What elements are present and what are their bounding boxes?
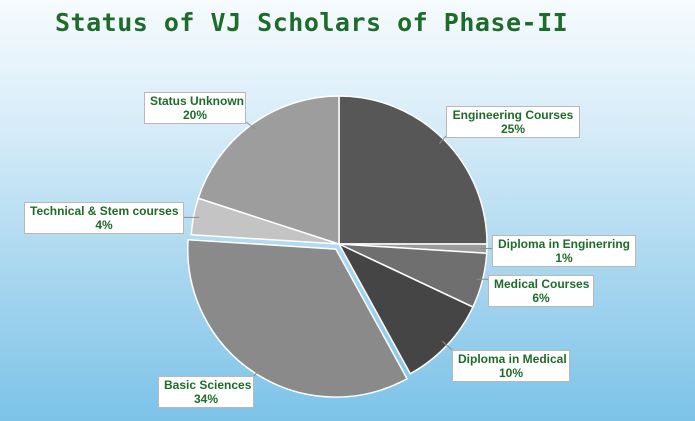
leader-line-diploma-in-medical xyxy=(442,340,453,351)
data-label-name: Medical Courses xyxy=(494,277,590,291)
pie-slice-status-unknown xyxy=(197,95,340,246)
data-label-name: Diploma in Enginerring xyxy=(498,237,631,251)
data-label-value: 6% xyxy=(532,291,550,305)
data-label-name: Technical & Stem courses xyxy=(30,204,179,218)
data-label-value: 10% xyxy=(498,366,524,380)
data-label-name: Diploma in Medical xyxy=(458,352,567,366)
data-label-value: 34% xyxy=(193,392,219,406)
data-label-name: Status Unknown xyxy=(150,94,245,108)
data-label-value: 25% xyxy=(500,122,526,136)
data-label-name: Engineering Courses xyxy=(452,108,574,122)
data-label-basic-sciences: Basic Sciences 34% xyxy=(158,376,254,408)
data-label-status-unknown: Status Unknown 20% xyxy=(144,92,246,124)
data-label-name: Basic Sciences xyxy=(164,378,252,392)
data-label-engineering-courses: Engineering Courses 25% xyxy=(446,106,580,138)
data-label-value: 20% xyxy=(182,108,208,122)
leader-line-status-unknown xyxy=(245,121,256,130)
leader-line-basic-sciences xyxy=(253,368,261,377)
data-label-diploma-in-medical: Diploma in Medical 10% xyxy=(452,350,570,382)
data-label-diploma-in-enginerring: Diploma in Enginerring 1% xyxy=(492,235,636,267)
data-label-value: 1% xyxy=(555,251,573,265)
data-label-technical-stem-courses: Technical & Stem courses 4% xyxy=(24,202,184,234)
leader-line-engineering-courses xyxy=(439,135,447,144)
pie-slice-basic-sciences xyxy=(187,238,409,398)
data-label-medical-courses: Medical Courses 6% xyxy=(488,275,594,307)
data-label-value: 4% xyxy=(95,218,113,232)
chart-title: Status of VJ Scholars of Phase-II xyxy=(55,8,569,37)
